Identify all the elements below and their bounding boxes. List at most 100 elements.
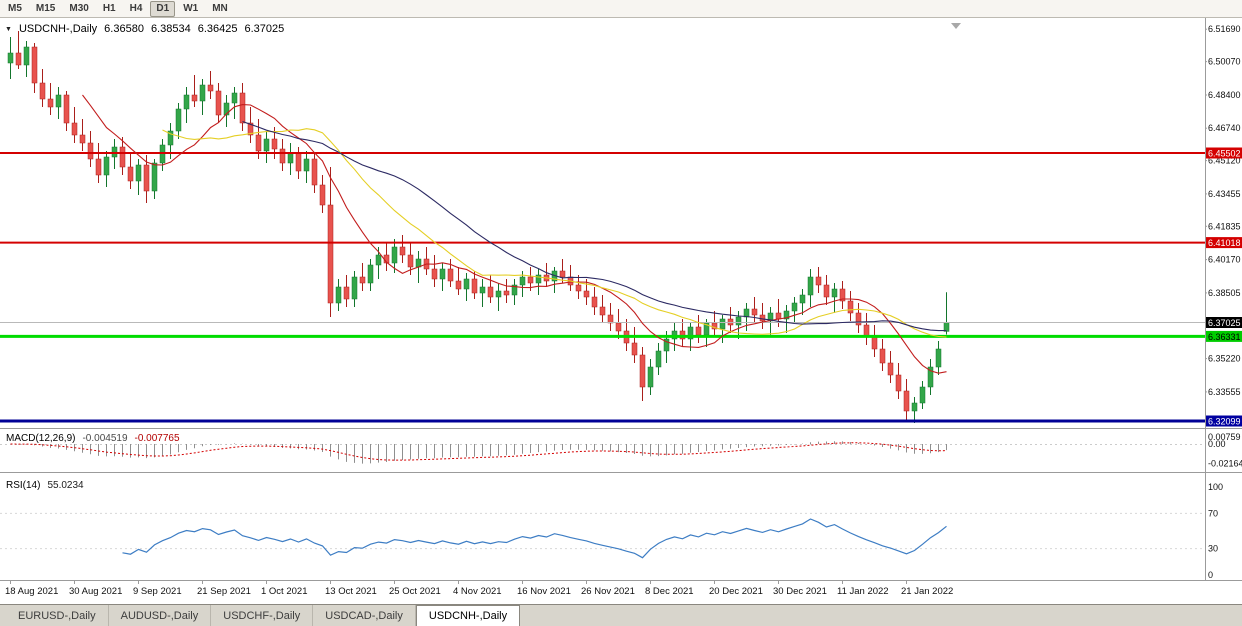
price-badge (1206, 317, 1242, 328)
time-axis-label[interactable]: 21 Sep 2021 (197, 586, 251, 597)
candle-body (79, 134, 86, 144)
candle-body (871, 336, 878, 350)
candle-body (343, 286, 350, 300)
candle-body (103, 156, 110, 176)
timeframe-button-d1[interactable]: D1 (150, 0, 176, 17)
candle-body (15, 52, 22, 66)
time-axis-label[interactable]: 18 Aug 2021 (5, 586, 58, 597)
candlestick-series (7, 31, 950, 423)
candle-body (271, 138, 278, 150)
time-axis-label[interactable]: 9 Sep 2021 (133, 586, 182, 597)
candle-body (559, 270, 566, 278)
macd-axis-label: 0.00 (1208, 439, 1226, 449)
candle-body (311, 158, 318, 186)
candle-body (879, 348, 886, 364)
candle-body (391, 246, 398, 264)
time-axis-label[interactable]: 16 Nov 2021 (517, 586, 571, 597)
rsi-line (122, 518, 947, 559)
rsi-axis-label: 0 (1208, 570, 1213, 580)
price-badge (1206, 415, 1242, 427)
candle-body (935, 348, 942, 368)
candle-body (287, 152, 294, 164)
candle-body (607, 314, 614, 324)
candle-body (151, 162, 158, 192)
tab-usdcnh-daily[interactable]: USDCNH-,Daily (415, 605, 521, 626)
candle-body (63, 94, 70, 124)
candle-body (263, 138, 270, 152)
price-axis-label: 6.35220 (1208, 354, 1241, 364)
price-badge-label: 6.32099 (1208, 417, 1241, 427)
candle-body (407, 254, 414, 268)
price-badge-label: 6.45502 (1208, 149, 1241, 159)
candle-body (303, 158, 310, 172)
price-axis-label: 6.45120 (1208, 156, 1241, 166)
candle-body (895, 374, 902, 392)
candle-body (23, 46, 30, 66)
candle-body (439, 268, 446, 280)
moving-average-20-line (162, 128, 947, 338)
price-axis-label: 6.33555 (1208, 387, 1241, 397)
candle-body (447, 268, 454, 282)
candle-body (487, 286, 494, 298)
candle-body (255, 134, 262, 152)
timeframe-button-mn[interactable]: MN (212, 2, 228, 14)
time-axis-label[interactable]: 13 Oct 2021 (325, 586, 377, 597)
candle-body (695, 326, 702, 336)
candle-body (71, 122, 78, 136)
price-badge (1206, 330, 1242, 342)
candle-body (87, 142, 94, 160)
timeframe-button-m15[interactable]: M15 (35, 2, 56, 14)
candle-body (599, 306, 606, 316)
candle-body (831, 288, 838, 298)
price-badge-label: 6.36331 (1208, 332, 1241, 342)
candle-body (911, 402, 918, 412)
time-axis-label[interactable]: 30 Dec 2021 (773, 586, 827, 597)
candle-body (783, 310, 790, 320)
candle-body (775, 312, 782, 320)
candle-body (735, 316, 742, 326)
macd-signal-line (10, 442, 947, 461)
candle-body (119, 146, 126, 168)
rsi-axis-label: 30 (1208, 544, 1218, 554)
candle-body (535, 274, 542, 284)
candle-body (199, 84, 206, 102)
timeframe-button-w1[interactable]: W1 (183, 2, 199, 14)
candle-body (367, 264, 374, 284)
tab-usdcad-daily[interactable]: USDCAD-,Daily (313, 605, 416, 626)
timeframe-button-m5[interactable]: M5 (8, 2, 22, 14)
time-axis-label[interactable]: 30 Aug 2021 (69, 586, 122, 597)
time-axis-label[interactable]: 21 Jan 2022 (901, 586, 953, 597)
time-axis-label[interactable]: 1 Oct 2021 (261, 586, 307, 597)
chart-shift-marker[interactable] (951, 23, 961, 29)
price-axis-label: 6.51690 (1208, 24, 1241, 34)
candle-body (615, 322, 622, 332)
candle-body (47, 98, 54, 108)
candle-body (791, 302, 798, 312)
candle-body (647, 366, 654, 388)
candle-body (887, 362, 894, 376)
tab-eurusd-daily[interactable]: EURUSD-,Daily (6, 605, 109, 626)
chart-window[interactable]: 0.00759 0.00 -0.02164 100 70 30 0 6.51690 6.5007… (0, 18, 1242, 604)
tab-usdchf-daily[interactable]: USDCHF-,Daily (211, 605, 314, 626)
candle-body (919, 386, 926, 404)
timeframe-button-h4[interactable]: H4 (129, 2, 143, 14)
tab-audusd-daily[interactable]: AUDUSD-,Daily (109, 605, 212, 626)
candle-body (31, 46, 38, 84)
candle-body (239, 92, 246, 124)
time-axis-label[interactable]: 11 Jan 2022 (837, 586, 889, 597)
time-axis-label[interactable]: 25 Oct 2021 (389, 586, 441, 597)
candle-body (583, 290, 590, 298)
price-axis-label: 6.43455 (1208, 189, 1241, 199)
candle-body (655, 350, 662, 368)
time-axis-label[interactable]: 8 Dec 2021 (645, 586, 694, 597)
price-axis-label: 6.48400 (1208, 90, 1241, 100)
timeframe-button-h1[interactable]: H1 (102, 2, 116, 14)
candle-body (375, 254, 382, 266)
candle-body (639, 354, 646, 388)
timeframe-button-m30[interactable]: M30 (69, 2, 89, 14)
time-axis-label[interactable]: 4 Nov 2021 (453, 586, 502, 597)
time-axis-label[interactable]: 20 Dec 2021 (709, 586, 763, 597)
time-axis-label[interactable]: 26 Nov 2021 (581, 586, 635, 597)
price-badge (1206, 147, 1242, 159)
